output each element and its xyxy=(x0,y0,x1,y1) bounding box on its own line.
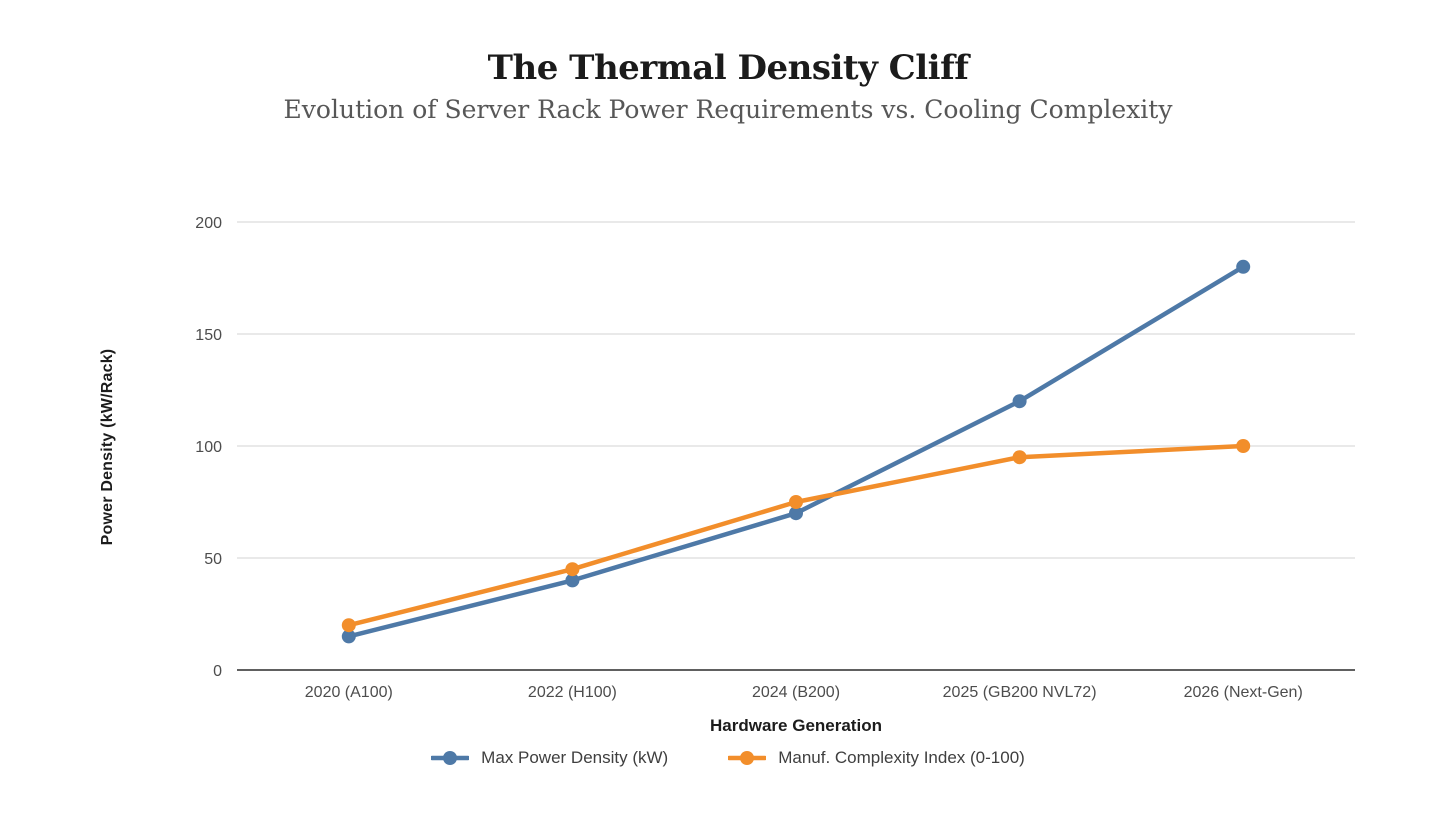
data-point-marker xyxy=(1012,450,1027,465)
y-tick-label: 50 xyxy=(204,551,222,568)
chart-subtitle: Evolution of Server Rack Power Requireme… xyxy=(283,95,1173,124)
x-tick-label: 2025 (GB200 NVL72) xyxy=(943,684,1097,701)
data-point-marker xyxy=(565,562,580,577)
series-line-1 xyxy=(346,443,1246,628)
legend-marker-line-dot-orange xyxy=(728,751,767,765)
y-tick-label: 200 xyxy=(195,215,222,232)
data-point-marker xyxy=(341,629,356,644)
chart-title: The Thermal Density Cliff xyxy=(487,48,969,88)
data-point-marker xyxy=(565,573,580,588)
legend-marker-line-dot-blue xyxy=(431,751,470,765)
legend-item-manuf-complexity: Manuf. Complexity Index (0-100) xyxy=(728,748,1025,768)
y-tick-label: 0 xyxy=(213,663,222,680)
x-axis-title: Hardware Generation xyxy=(710,716,882,735)
legend-item-max-power-density: Max Power Density (kW) xyxy=(431,748,668,768)
data-point-marker xyxy=(1012,394,1027,409)
x-tick-label: 2024 (B200) xyxy=(752,684,840,701)
data-point-marker xyxy=(789,495,803,509)
x-tick-label: 2022 (H100) xyxy=(528,684,617,701)
y-tick-label: 100 xyxy=(195,439,222,456)
x-tick-label: 2020 (A100) xyxy=(305,684,393,701)
legend-label-manuf-complexity: Manuf. Complexity Index (0-100) xyxy=(778,748,1025,767)
chart-legend: Max Power Density (kW) Manuf. Complexity… xyxy=(0,748,1456,768)
x-tick-label: 2026 (Next-Gen) xyxy=(1184,684,1303,701)
y-tick-label: 150 xyxy=(195,327,222,344)
legend-label-max-power-density: Max Power Density (kW) xyxy=(481,748,669,767)
data-point-marker xyxy=(1236,259,1251,274)
data-point-marker xyxy=(789,506,803,521)
data-point-marker xyxy=(341,618,356,633)
data-point-marker xyxy=(1236,439,1251,453)
